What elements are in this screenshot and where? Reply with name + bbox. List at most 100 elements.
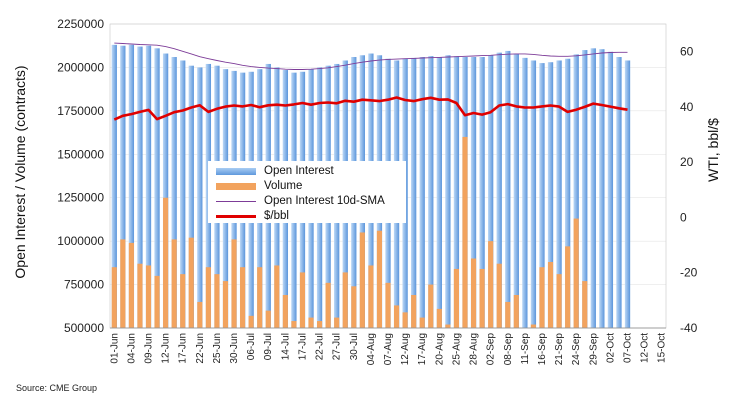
open-interest-bar: [479, 57, 485, 329]
volume-bar: [419, 317, 425, 328]
open-interest-bar: [539, 63, 545, 328]
volume-bar: [120, 239, 126, 328]
legend-swatch-sma: [216, 200, 256, 202]
volume-bar: [197, 301, 203, 328]
left-tick-label: 1500000: [57, 147, 104, 161]
volume-bar: [513, 294, 519, 328]
open-interest-bar: [436, 57, 442, 329]
volume-bar: [248, 315, 254, 328]
volume-bar: [351, 286, 357, 328]
volume-bar: [240, 267, 246, 328]
open-interest-bar: [197, 67, 203, 328]
volume-bar: [154, 275, 160, 328]
x-tick-label: 12-Jun: [161, 333, 172, 364]
legend-item-sma: Open Interest 10d-SMA: [216, 194, 385, 208]
left-tick-label: 2250000: [57, 17, 104, 31]
volume-bar: [385, 282, 391, 328]
x-tick-label: 04-Aug: [366, 333, 377, 365]
left-tick-label: 500000: [64, 321, 104, 335]
legend-swatch-volume: [216, 182, 256, 190]
open-interest-bar: [470, 57, 477, 329]
volume-bar: [530, 324, 536, 328]
volume-bar: [393, 305, 400, 328]
open-interest-bar: [188, 65, 194, 328]
x-tick-label: 29-Sep: [588, 333, 599, 366]
volume-bar: [308, 317, 314, 328]
volume-bar: [470, 258, 477, 328]
open-interest-bar: [428, 56, 434, 328]
x-tick-label: 17-Jun: [178, 333, 189, 364]
legend-label-open-interest: Open Interest: [264, 165, 334, 177]
x-tick-label: 20-Aug: [434, 333, 445, 365]
right-axis-title: WTI, bbl/$: [705, 118, 721, 182]
x-tick-label: 30-Jul: [349, 333, 360, 360]
left-axis-title: Open Interest / Volume (contracts): [12, 65, 28, 278]
volume-bar: [411, 294, 417, 328]
open-interest-bar: [513, 53, 519, 328]
x-tick-label: 15-Oct: [657, 333, 668, 363]
left-tick-label: 1000000: [57, 234, 104, 248]
x-tick-label: 04-Jun: [126, 333, 137, 364]
left-tick-label: 1250000: [57, 191, 104, 205]
volume-bar: [188, 237, 194, 328]
x-tick-label: 11-Sep: [520, 333, 531, 365]
volume-bar: [163, 197, 169, 328]
x-tick-label: 30-Jun: [229, 333, 240, 364]
x-tick-label: 07-Aug: [383, 333, 394, 365]
volume-bar: [317, 321, 323, 328]
x-tick-label: 09-Jun: [144, 333, 155, 364]
open-interest-bar: [573, 54, 579, 329]
x-tick-label: 09-Jul: [263, 333, 274, 360]
open-interest-bar: [599, 49, 605, 329]
open-interest-bar: [496, 52, 502, 329]
x-tick-label: 25-Jun: [212, 333, 223, 364]
volume-bar: [299, 272, 306, 328]
open-interest-bar: [120, 45, 126, 328]
sma-line: [114, 42, 628, 70]
volume-bar: [334, 317, 340, 328]
open-interest-bar: [487, 55, 494, 329]
open-interest-bar: [411, 57, 417, 328]
volume-bar: [368, 265, 374, 328]
x-tick-label: 24-Sep: [571, 333, 582, 366]
right-tick-label: 0: [680, 210, 687, 224]
right-tick-label: -20: [680, 266, 698, 280]
volume-bar: [274, 265, 280, 328]
x-tick-label: 27-Jul: [332, 333, 343, 360]
volume-bar: [582, 281, 588, 328]
open-interest-bar: [582, 50, 588, 329]
legend-label-price: $/bbl: [264, 210, 289, 222]
volume-bar: [445, 324, 451, 328]
volume-bar: [222, 281, 229, 328]
left-tick-label: 2000000: [57, 60, 104, 74]
open-interest-bar: [624, 60, 631, 328]
open-interest-bar: [530, 60, 537, 328]
legend-swatch-open-interest: [216, 167, 256, 175]
volume-bar: [205, 267, 211, 328]
x-tick-label: 17-Jul: [298, 333, 309, 360]
open-interest-bar: [556, 60, 562, 328]
legend: Open Interest Volume Open Interest 10d-S…: [208, 161, 406, 223]
open-interest-bar: [162, 53, 169, 328]
volume-bar: [436, 308, 442, 328]
price-line: [113, 96, 628, 121]
open-interest-bar: [145, 45, 152, 328]
left-tick-label: 750000: [64, 278, 104, 292]
volume-bar: [505, 301, 511, 328]
volume-bar: [402, 312, 408, 328]
x-tick-label: 02-Oct: [605, 333, 616, 363]
source-note: Source: CME Group: [16, 383, 98, 393]
volume-bar: [488, 241, 494, 328]
open-interest-bar: [171, 57, 177, 329]
x-tick-label: 14-Jul: [280, 333, 291, 360]
legend-swatch-price: [216, 214, 256, 218]
volume-bar: [231, 239, 237, 328]
x-tick-label: 22-Jun: [195, 333, 206, 364]
legend-label-sma: Open Interest 10d-SMA: [264, 195, 385, 207]
left-tick-label: 1750000: [57, 104, 104, 118]
volume-bar: [428, 284, 434, 328]
volume-bar: [479, 268, 485, 328]
open-interest-bar: [505, 50, 511, 328]
volume-bar: [359, 232, 365, 328]
open-interest-bar: [111, 44, 117, 329]
